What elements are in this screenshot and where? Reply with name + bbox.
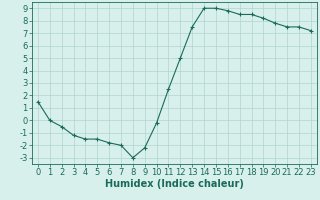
- X-axis label: Humidex (Indice chaleur): Humidex (Indice chaleur): [105, 179, 244, 189]
